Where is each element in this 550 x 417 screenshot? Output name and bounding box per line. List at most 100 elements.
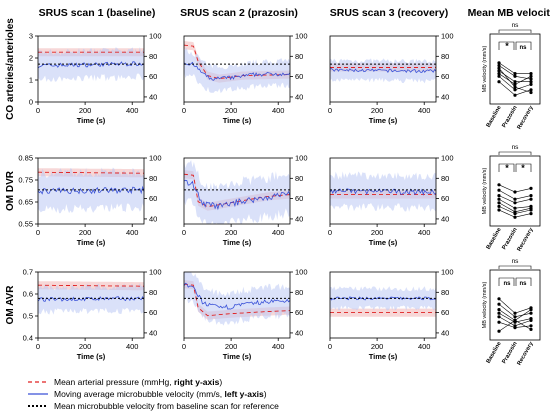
column-title: SRUS scan 3 (recovery) bbox=[330, 7, 448, 19]
mb-sd-band bbox=[184, 160, 290, 224]
x-tick-label: 400 bbox=[272, 106, 285, 115]
subject-point bbox=[497, 194, 501, 198]
right-y-tick-label: 100 bbox=[441, 268, 454, 277]
time-series-panel: 0 200 400 Time (s) 40 60 80 100 bbox=[182, 268, 308, 362]
legend-item: Mean microbubble velocity from baseline … bbox=[28, 401, 279, 411]
subject-point bbox=[529, 212, 533, 216]
panel-frame bbox=[183, 157, 291, 225]
subject-point bbox=[529, 82, 533, 86]
right-y-tick-label: 60 bbox=[441, 72, 449, 81]
right-y-tick-label: 40 bbox=[441, 214, 449, 223]
legend-text: Mean microbubble velocity from baseline … bbox=[54, 401, 279, 411]
x-tick-label: 400 bbox=[126, 228, 139, 237]
x-tick-label: 0 bbox=[182, 228, 186, 237]
bracket-right bbox=[515, 163, 532, 172]
mb-sd-band bbox=[184, 48, 290, 94]
y-tick-label: 0.85 bbox=[18, 154, 33, 163]
map-line bbox=[183, 283, 291, 317]
x-tick-label: 400 bbox=[418, 342, 431, 351]
time-series-panel: 0 200 400 Time (s) 0.55 0.65 0.75 0.85 40 60 80 100 bbox=[18, 154, 161, 248]
x-tick-label: 400 bbox=[272, 342, 285, 351]
mb-velocity-line bbox=[183, 282, 291, 310]
time-series-panel: 0 200 400 Time (s) 40 60 80 100 bbox=[182, 154, 308, 248]
subject-point bbox=[529, 311, 533, 315]
category-label: Recovery bbox=[516, 340, 535, 366]
bracket-top bbox=[498, 265, 532, 269]
right-y-tick-label: 60 bbox=[441, 194, 449, 203]
x-tick-label: 200 bbox=[79, 228, 92, 237]
subject-point bbox=[529, 72, 533, 76]
right-y-tick-label: 60 bbox=[149, 308, 157, 317]
x-axis-label: Time (s) bbox=[223, 352, 252, 361]
subject-point bbox=[529, 74, 533, 78]
subject-point bbox=[497, 66, 501, 70]
sig-right: ns bbox=[519, 281, 527, 287]
x-tick-label: 400 bbox=[126, 106, 139, 115]
panel-frame bbox=[329, 157, 437, 225]
x-tick-label: 200 bbox=[371, 342, 384, 351]
bracket-top bbox=[498, 29, 532, 33]
x-tick-label: 400 bbox=[272, 228, 285, 237]
subject-point bbox=[529, 194, 533, 198]
subject-point bbox=[513, 201, 517, 205]
subject-point bbox=[529, 324, 533, 328]
category-label: Baseline bbox=[486, 226, 504, 250]
subject-point bbox=[513, 326, 517, 330]
bracket-left bbox=[498, 163, 515, 172]
panel-frame bbox=[37, 157, 145, 225]
subject-point bbox=[513, 72, 517, 76]
y-tick-label: 1 bbox=[29, 76, 33, 85]
column-title: Mean MB velocities bbox=[468, 7, 550, 19]
subject-point bbox=[529, 327, 533, 331]
subject-point bbox=[529, 88, 533, 92]
panel-frame bbox=[183, 35, 291, 103]
subject-point bbox=[513, 206, 517, 210]
category-label: Prazosin bbox=[501, 341, 519, 365]
y-tick-label: 3 bbox=[29, 32, 33, 41]
time-series-panel: 0 200 400 Time (s) 40 60 80 100 bbox=[182, 32, 308, 126]
subject-point bbox=[497, 315, 501, 319]
subject-point bbox=[513, 311, 517, 315]
x-tick-label: 200 bbox=[79, 342, 92, 351]
y-tick-label: 0.7 bbox=[23, 268, 33, 277]
y-tick-label: 0.55 bbox=[18, 220, 33, 229]
right-y-tick-label: 80 bbox=[149, 288, 157, 297]
x-tick-label: 400 bbox=[418, 106, 431, 115]
mb-ylabel: MB velocity (mm/s) bbox=[482, 167, 488, 214]
subject-point bbox=[513, 212, 517, 216]
subject-point bbox=[497, 308, 501, 312]
sig-right: * bbox=[521, 163, 525, 173]
right-y-tick-label: 80 bbox=[295, 174, 303, 183]
subject-point bbox=[529, 77, 533, 81]
legend-text: Moving average microbubble velocity (mm/… bbox=[54, 389, 225, 399]
subject-point bbox=[513, 197, 517, 201]
subject-line bbox=[498, 298, 532, 314]
mb-panel-frame bbox=[489, 155, 541, 227]
x-tick-label: 0 bbox=[36, 228, 40, 237]
x-axis-label: Time (s) bbox=[77, 116, 106, 125]
mb-panel-frame bbox=[489, 269, 541, 341]
row-label: OM DVR bbox=[5, 170, 16, 211]
bracket-right bbox=[515, 41, 532, 50]
x-tick-label: 400 bbox=[418, 228, 431, 237]
map-line bbox=[38, 284, 144, 287]
subject-line bbox=[498, 309, 532, 321]
x-tick-label: 0 bbox=[328, 342, 332, 351]
right-y-tick-label: 100 bbox=[441, 32, 454, 41]
x-tick-label: 0 bbox=[328, 228, 332, 237]
row-label: CO arteries/arterioles bbox=[5, 18, 16, 120]
right-y-tick-label: 80 bbox=[295, 288, 303, 297]
x-axis-label: Time (s) bbox=[77, 352, 106, 361]
legend-bold-text: right y-axis bbox=[174, 377, 220, 387]
subject-point bbox=[513, 88, 517, 92]
right-y-tick-label: 40 bbox=[149, 328, 157, 337]
subject-point bbox=[529, 318, 533, 322]
bracket-top bbox=[498, 151, 532, 155]
x-axis-label: Time (s) bbox=[369, 238, 398, 247]
right-y-tick-label: 60 bbox=[295, 308, 303, 317]
time-series-panel: 0 200 400 Time (s) 0.4 0.5 0.6 0.7 40 60 80 100 bbox=[23, 268, 162, 362]
right-y-tick-label: 100 bbox=[295, 268, 308, 277]
legend-bold-text: left y-axis bbox=[225, 389, 264, 399]
x-axis-label: Time (s) bbox=[369, 116, 398, 125]
